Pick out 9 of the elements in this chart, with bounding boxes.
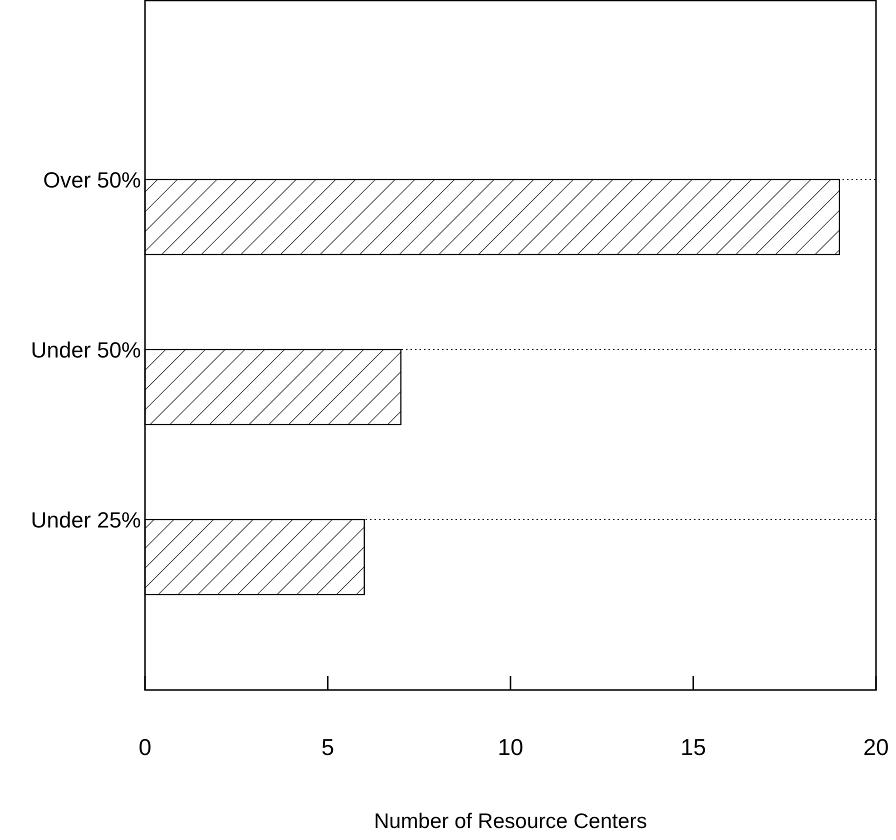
x-tick-label: 15 [680, 734, 706, 760]
y-tick-label: Under 25% [30, 508, 141, 533]
x-tick-label: 5 [321, 734, 334, 760]
y-tick-label: Over 50% [43, 168, 141, 193]
y-tick-label: Under 50% [30, 338, 141, 363]
x-tick-label: 10 [498, 734, 524, 760]
x-tick-label: 20 [863, 734, 889, 760]
x-tick-label: 0 [138, 734, 152, 760]
x-axis-title: Number of Resource Centers [374, 810, 648, 833]
